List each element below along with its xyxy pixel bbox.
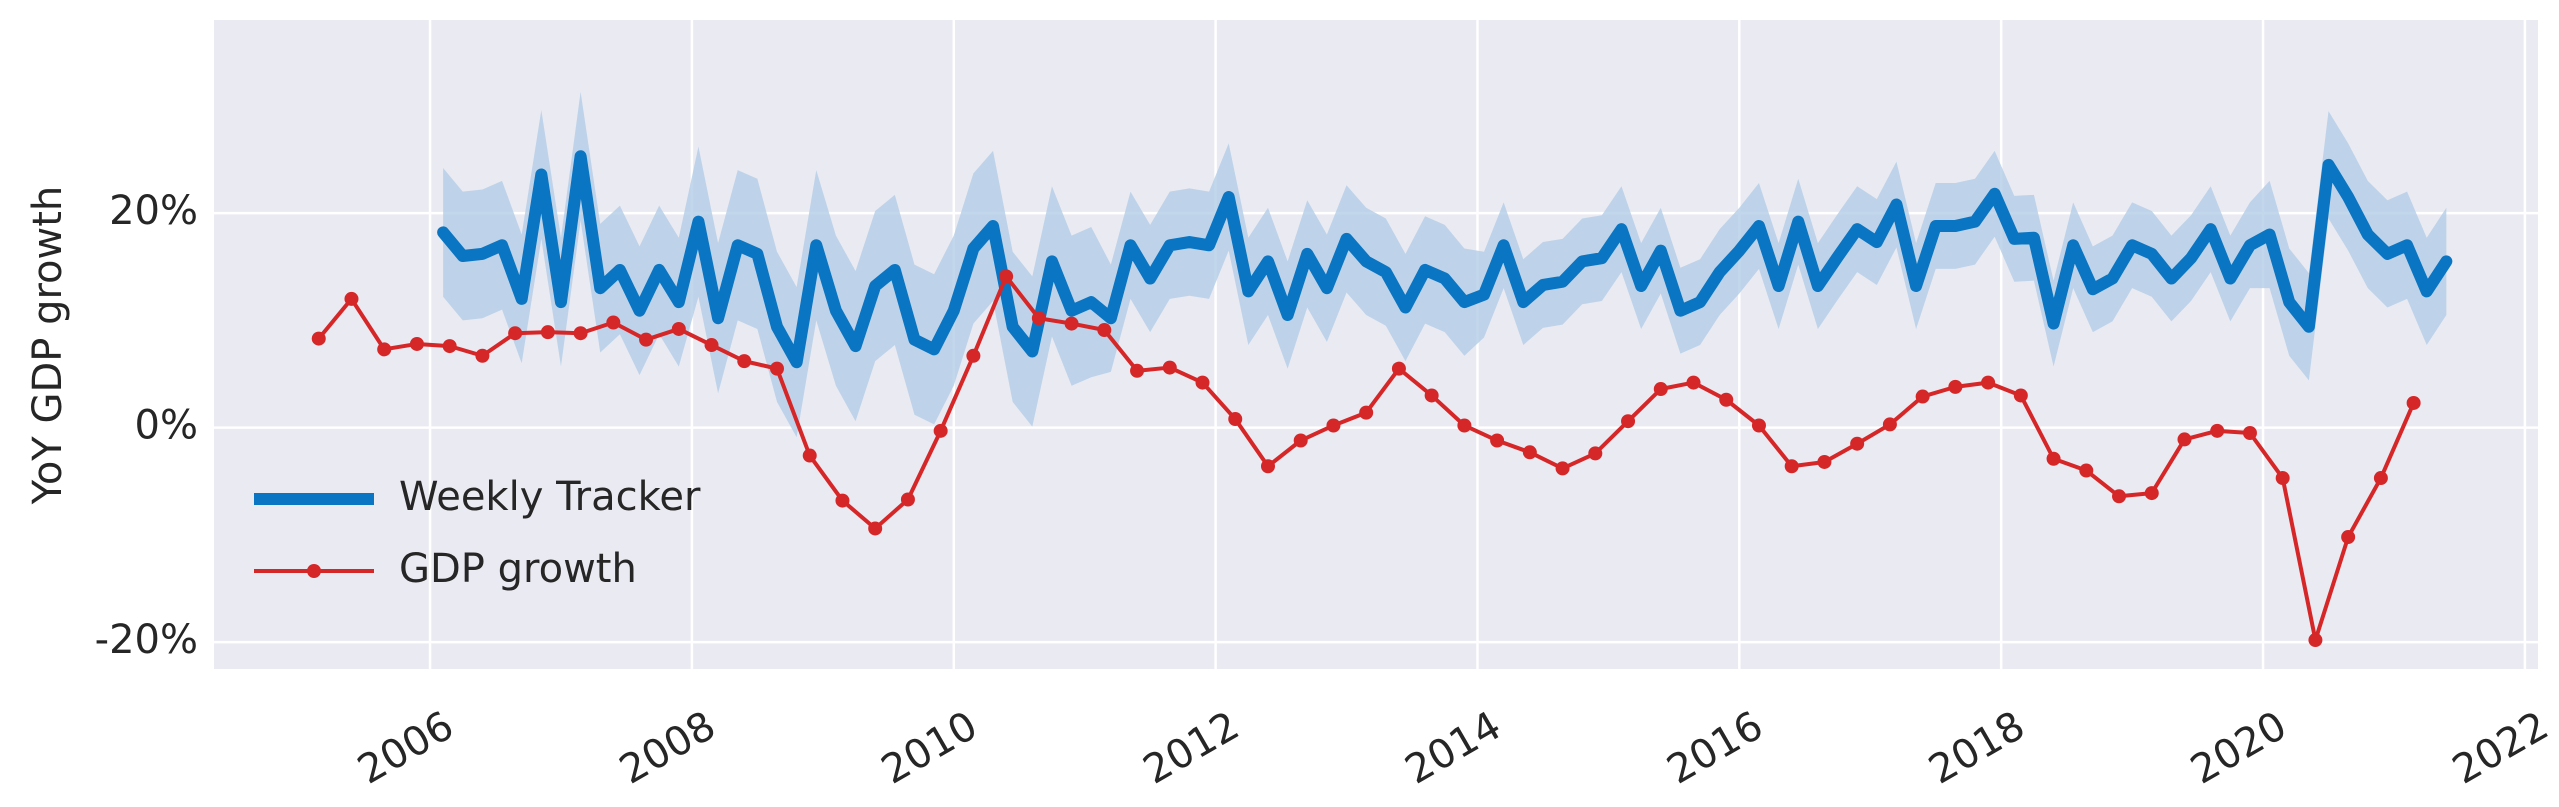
data-point [508,326,523,341]
data-point [868,521,883,536]
data-point [1686,375,1701,390]
data-point [1555,461,1570,476]
data-point [2144,486,2159,501]
data-point [2341,530,2356,545]
data-point [2406,395,2421,410]
x-tick-label: 2018 [1921,703,2032,794]
data-point [1817,454,1832,469]
data-point [737,354,752,369]
legend-marker [307,564,321,578]
x-tick-label: 2006 [350,703,461,794]
data-point [1653,382,1668,397]
data-point [377,342,392,357]
data-point [540,325,555,340]
data-point [1424,388,1439,403]
x-tick-label: 2022 [2445,703,2556,794]
x-tick-label: 2016 [1660,703,1771,794]
data-point [2079,463,2094,478]
data-point [311,331,326,346]
data-point [639,332,654,347]
data-point [1948,379,1963,394]
legend-label: Weekly Tracker [399,474,701,520]
data-point [1915,389,1930,404]
data-point [1260,459,1275,474]
data-point [1719,392,1734,407]
data-point [1391,361,1406,376]
data-point [1130,363,1145,378]
data-point [2177,432,2192,447]
data-point [2112,489,2127,504]
data-point [1457,418,1472,433]
data-point [2373,471,2388,486]
y-tick-label: 0% [135,403,198,449]
x-tick-label: 2008 [612,703,723,794]
x-tick-label: 2012 [1136,703,1247,794]
data-point [835,493,850,508]
data-point [769,361,784,376]
data-point [2210,423,2225,438]
data-point [1162,360,1177,375]
data-point [1784,459,1799,474]
data-point [1293,433,1308,448]
data-point [1326,418,1341,433]
data-point [704,338,719,353]
x-tick-label: 2014 [1398,703,1509,794]
data-point [1621,414,1636,429]
data-point [1882,417,1897,432]
data-point [2242,426,2257,440]
data-point [999,269,1014,284]
data-point [1981,375,1996,390]
data-point [344,291,359,306]
data-point [2013,388,2028,403]
data-point [442,339,457,354]
data-point [409,336,424,351]
data-point [1064,316,1079,331]
data-point [2275,471,2290,486]
data-point [1490,433,1505,448]
data-point [1751,418,1766,433]
series-line [437,150,2453,369]
data-point [1195,375,1210,390]
data-point [1359,405,1374,420]
confidence-band [443,91,2447,438]
y-tick-label: 20% [109,188,198,234]
data-point [1228,412,1243,427]
x-tick-label: 2010 [874,703,985,794]
data-point [2308,633,2323,648]
y-tick-label: -20% [95,617,198,663]
data-point [1031,311,1046,326]
x-tick-label: 2020 [2183,703,2294,794]
data-point [1588,446,1603,461]
data-point [1522,445,1537,460]
y-axis-label: YoY GDP growth [25,186,71,506]
data-point [475,348,490,363]
legend-label: GDP growth [399,546,637,592]
data-point [606,315,621,330]
data-point [2046,451,2061,466]
data-point [1850,436,1865,451]
data-point [966,348,981,363]
data-point [573,326,588,341]
data-point [933,423,948,438]
data-point [671,321,686,336]
data-point [900,492,915,507]
data-point [1097,323,1112,338]
data-point [802,448,817,463]
